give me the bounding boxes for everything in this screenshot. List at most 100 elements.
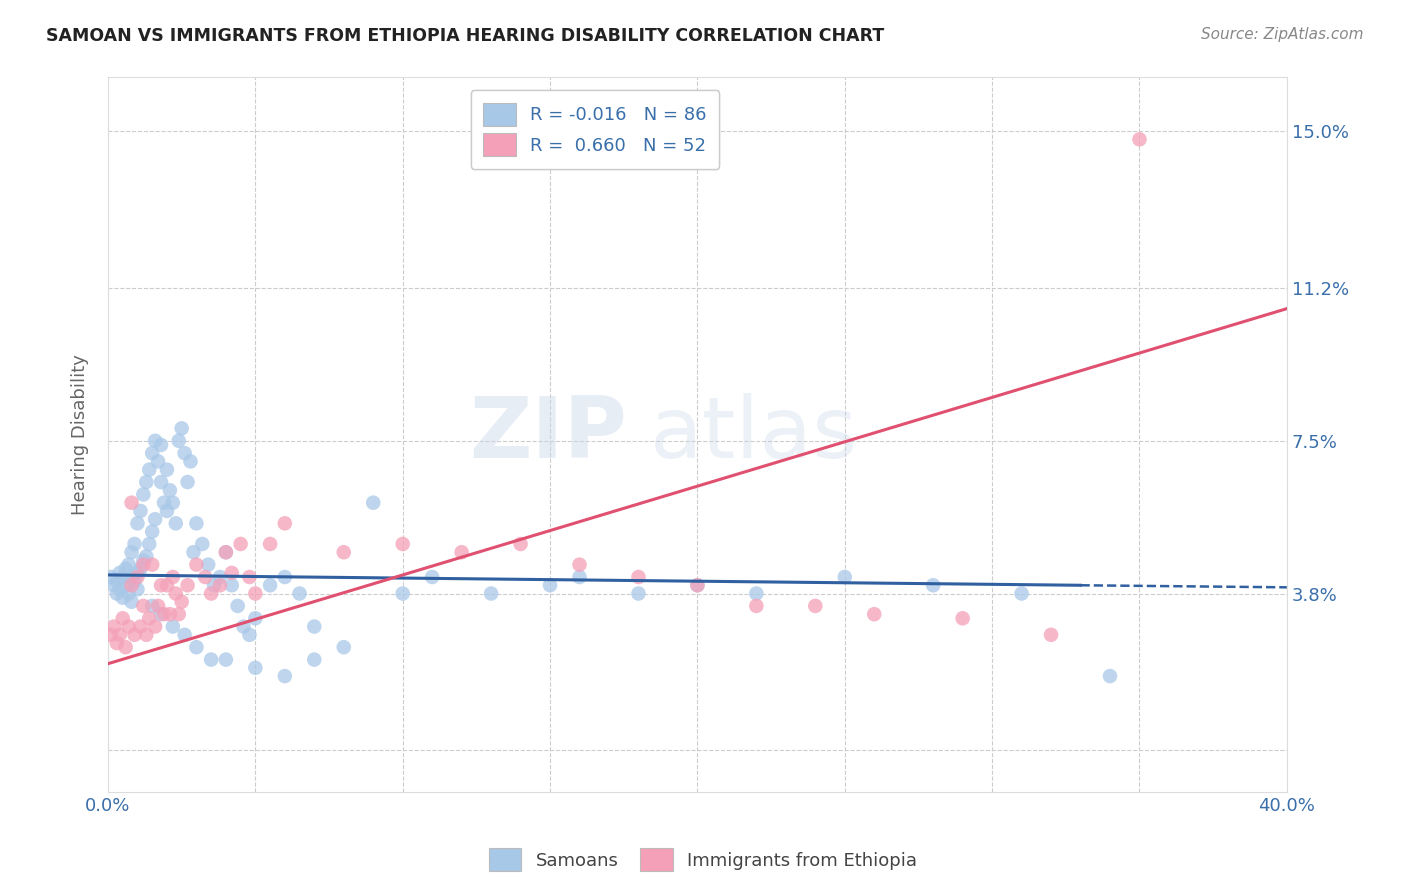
Point xyxy=(202,578,225,592)
Point xyxy=(114,640,136,655)
Point xyxy=(121,545,143,559)
Point xyxy=(111,570,134,584)
Text: Source: ZipAtlas.com: Source: ZipAtlas.com xyxy=(1201,27,1364,42)
Point xyxy=(221,566,243,580)
Point xyxy=(129,562,152,576)
Point xyxy=(141,524,163,539)
Point xyxy=(167,434,190,448)
Point xyxy=(361,496,384,510)
Point xyxy=(167,607,190,622)
Point xyxy=(627,586,650,600)
Point xyxy=(952,611,974,625)
Point xyxy=(686,578,709,592)
Point xyxy=(1040,628,1063,642)
Point xyxy=(127,516,149,531)
Point xyxy=(183,545,205,559)
Point xyxy=(165,516,187,531)
Point xyxy=(170,421,193,435)
Point xyxy=(745,586,768,600)
Point xyxy=(150,475,173,489)
Point xyxy=(135,549,157,564)
Point xyxy=(153,607,176,622)
Point xyxy=(509,537,531,551)
Point xyxy=(191,537,214,551)
Point xyxy=(150,438,173,452)
Point xyxy=(745,599,768,613)
Point xyxy=(146,599,169,613)
Point xyxy=(568,570,591,584)
Point xyxy=(138,537,160,551)
Point xyxy=(162,619,184,633)
Point xyxy=(391,586,413,600)
Point xyxy=(143,434,166,448)
Point xyxy=(108,582,131,597)
Point xyxy=(245,586,267,600)
Point xyxy=(863,607,886,622)
Point xyxy=(159,483,181,498)
Point xyxy=(111,611,134,625)
Point xyxy=(124,537,146,551)
Point xyxy=(245,611,267,625)
Text: SAMOAN VS IMMIGRANTS FROM ETHIOPIA HEARING DISABILITY CORRELATION CHART: SAMOAN VS IMMIGRANTS FROM ETHIOPIA HEARI… xyxy=(46,27,884,45)
Point xyxy=(132,558,155,572)
Point xyxy=(138,611,160,625)
Point xyxy=(245,661,267,675)
Point xyxy=(114,562,136,576)
Point xyxy=(176,578,198,592)
Point xyxy=(238,570,260,584)
Point xyxy=(121,578,143,592)
Point xyxy=(146,454,169,468)
Text: atlas: atlas xyxy=(650,393,858,476)
Point xyxy=(391,537,413,551)
Point xyxy=(141,599,163,613)
Point xyxy=(226,599,249,613)
Point xyxy=(117,558,139,572)
Point xyxy=(114,578,136,592)
Point xyxy=(200,652,222,666)
Point xyxy=(1128,132,1150,146)
Point xyxy=(186,640,208,655)
Point xyxy=(186,558,208,572)
Point xyxy=(176,475,198,489)
Point xyxy=(450,545,472,559)
Point xyxy=(332,545,354,559)
Point xyxy=(127,582,149,597)
Point xyxy=(274,669,297,683)
Point xyxy=(304,619,326,633)
Point xyxy=(105,586,128,600)
Point xyxy=(124,628,146,642)
Point xyxy=(232,619,254,633)
Point xyxy=(197,558,219,572)
Point xyxy=(150,578,173,592)
Point xyxy=(420,570,443,584)
Point xyxy=(129,504,152,518)
Point xyxy=(108,628,131,642)
Point xyxy=(159,607,181,622)
Point xyxy=(165,586,187,600)
Point xyxy=(686,578,709,592)
Legend: Samoans, Immigrants from Ethiopia: Samoans, Immigrants from Ethiopia xyxy=(482,841,924,879)
Point xyxy=(200,586,222,600)
Point xyxy=(105,574,128,588)
Point xyxy=(215,545,238,559)
Point xyxy=(170,595,193,609)
Point xyxy=(215,545,238,559)
Point xyxy=(922,578,945,592)
Point xyxy=(162,570,184,584)
Point xyxy=(173,446,195,460)
Point xyxy=(804,599,827,613)
Point xyxy=(108,566,131,580)
Point xyxy=(221,578,243,592)
Point xyxy=(124,574,146,588)
Legend: R = -0.016   N = 86, R =  0.660   N = 52: R = -0.016 N = 86, R = 0.660 N = 52 xyxy=(471,90,720,169)
Point xyxy=(132,553,155,567)
Point xyxy=(105,636,128,650)
Point xyxy=(129,619,152,633)
Point xyxy=(274,570,297,584)
Text: ZIP: ZIP xyxy=(470,393,627,476)
Point xyxy=(229,537,252,551)
Point xyxy=(208,578,231,592)
Point xyxy=(479,586,502,600)
Point xyxy=(1011,586,1033,600)
Point xyxy=(117,586,139,600)
